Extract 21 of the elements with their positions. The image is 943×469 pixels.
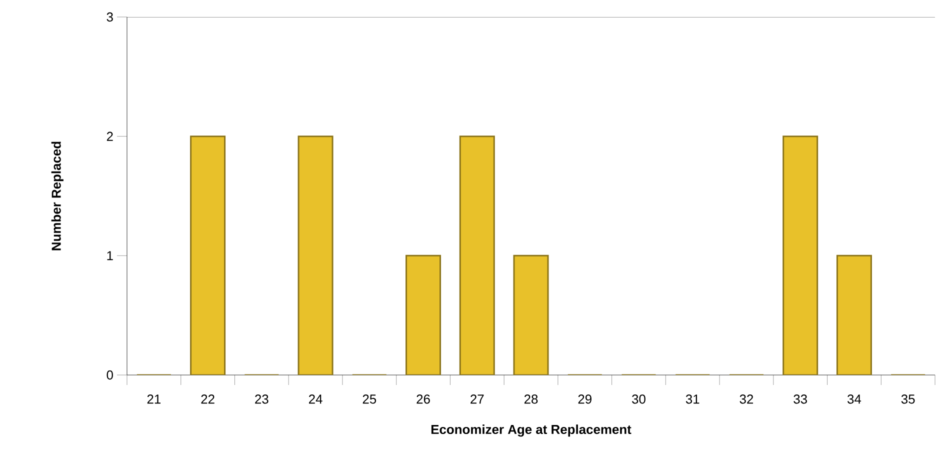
y-axis-title: Number Replaced	[51, 142, 64, 250]
x-tick-label: 34	[848, 394, 862, 404]
x-tick-label: 35	[901, 394, 915, 404]
y-tick-label: 2	[106, 132, 113, 141]
x-tick-label: 31	[686, 394, 700, 404]
x-tick-label: 29	[578, 394, 592, 404]
y-tick-label: 0	[106, 370, 113, 380]
x-tick-label: 30	[632, 394, 646, 404]
x-tick-label: 25	[362, 394, 376, 404]
x-axis-title: Economizer Age at Replacement	[431, 424, 632, 437]
y-tick-label: 1	[107, 251, 113, 260]
x-tick-label: 27	[470, 394, 484, 404]
x-tick-label: 23	[255, 394, 268, 404]
x-tick-label: 26	[416, 394, 430, 404]
x-tick-label: 33	[794, 394, 807, 404]
x-tick-label: 28	[524, 394, 538, 404]
x-tick-label: 22	[201, 394, 214, 404]
y-tick-label: 3	[106, 12, 113, 22]
x-tick-label: 32	[740, 394, 754, 404]
x-tick-label: 21	[147, 394, 161, 404]
x-tick-label: 24	[308, 394, 322, 404]
